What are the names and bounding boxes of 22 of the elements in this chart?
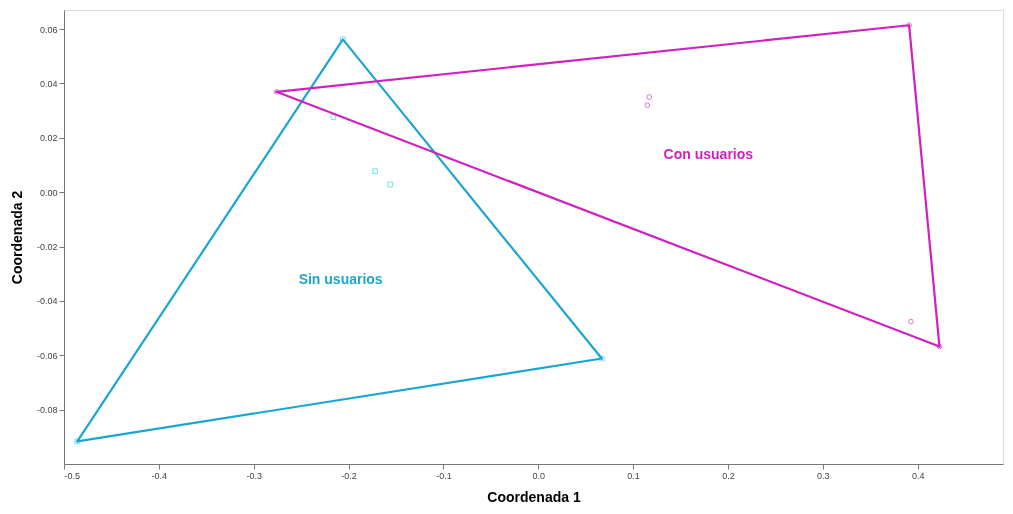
- x-tick-label: -0.5: [64, 470, 81, 481]
- x-tick-label: -0.3: [246, 470, 262, 481]
- y-tick-label: -0.04: [36, 296, 58, 307]
- y-tick-label: 0.02: [39, 133, 58, 144]
- x-tick-label: 0.2: [722, 470, 735, 481]
- x-axis-title: Coordenada 1: [487, 488, 581, 505]
- x-tick-label: 0.4: [911, 470, 925, 481]
- text: Sin usuarios: [298, 270, 383, 287]
- y-tick-label: -0.06: [36, 350, 58, 361]
- y-tick-label: 0.00: [39, 187, 58, 198]
- x-tick-label: -0.4: [151, 470, 168, 481]
- x-tick-label: -0.2: [341, 470, 357, 481]
- y-axis-title: Coordenada 2: [8, 190, 25, 285]
- y-tick-label: 0.06: [39, 24, 58, 35]
- x-tick-label: 0.3: [817, 470, 830, 481]
- x-tick-label: -0.1: [436, 470, 452, 481]
- y-tick-label: 0.04: [39, 78, 58, 89]
- y-tick-label: -0.02: [36, 242, 58, 253]
- y-tick-label: -0.08: [36, 405, 58, 416]
- x-tick-label: 0.0: [532, 470, 545, 481]
- text: Con usuarios: [663, 145, 754, 162]
- x-tick-label: 0.1: [627, 470, 640, 481]
